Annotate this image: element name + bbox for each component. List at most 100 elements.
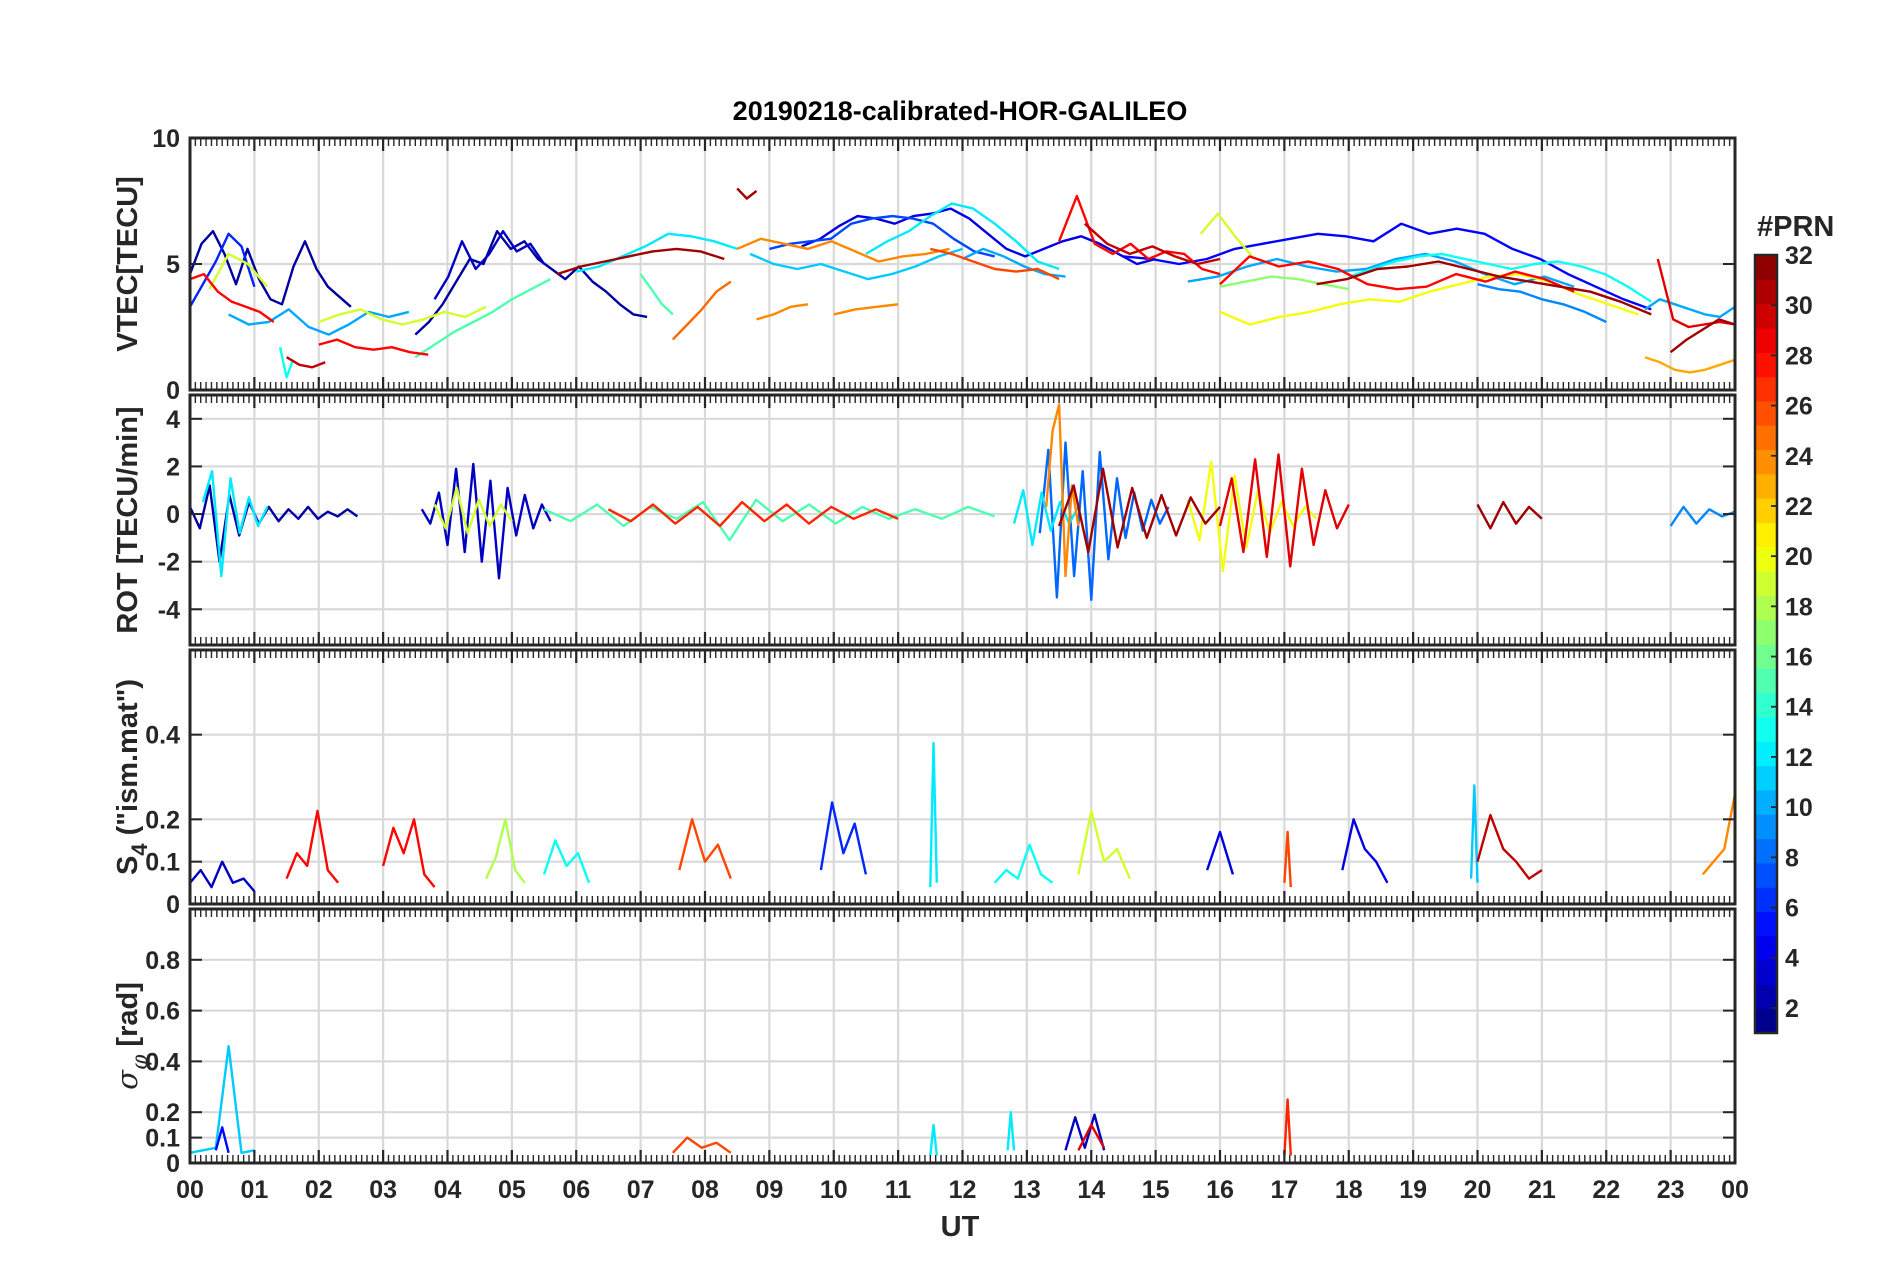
series-line-prn-19 — [433, 486, 513, 535]
colorbar-frame — [1753, 253, 1779, 1035]
series-line-prn-24 — [756, 303, 809, 321]
series-line-prn-6 — [190, 232, 256, 308]
panel-s4: 00.10.20.4S4 ("ism.mat") — [112, 648, 1737, 919]
colorbar-segment — [1755, 862, 1777, 888]
series-line-prn-26 — [678, 818, 732, 880]
colorbar-label: #PRN — [1757, 211, 1834, 243]
colorbar-tick-label: 8 — [1785, 844, 1799, 872]
colorbar-segment — [1755, 279, 1777, 305]
colorbar-segment — [1755, 352, 1777, 378]
colorbar-segment — [1755, 911, 1777, 937]
x-tick-label: 00 — [1721, 1176, 1749, 1204]
x-tick-label: 00 — [176, 1176, 204, 1204]
colorbar-segment — [1755, 692, 1777, 718]
y-tick-label: 0.1 — [145, 1125, 180, 1153]
colorbar-segment — [1755, 571, 1777, 596]
x-tick-label: 08 — [691, 1176, 719, 1204]
series-line-prn-11 — [190, 1044, 255, 1155]
series-line-prn-12 — [929, 741, 938, 888]
series-line-prn-9 — [1669, 505, 1735, 527]
panel-rot-grid — [190, 395, 1735, 645]
series-line-prn-7 — [769, 214, 995, 258]
panel-rot-ticks — [188, 395, 1737, 645]
colorbar-segment — [1755, 960, 1777, 985]
series-line-prn-30 — [1084, 222, 1221, 266]
x-tick-label: 05 — [498, 1176, 526, 1204]
colorbar-segment — [1755, 595, 1777, 621]
y-tick-label: 0.2 — [145, 1099, 180, 1127]
colorbar-segment — [1755, 887, 1777, 913]
series-line-prn-2 — [414, 229, 648, 336]
series-line-prn-17 — [1219, 275, 1350, 291]
colorbar-tick-label: 26 — [1785, 393, 1813, 421]
x-tick-label: 22 — [1592, 1176, 1620, 1204]
colorbar-segment — [1755, 400, 1777, 426]
series-line-prn-15 — [639, 273, 674, 316]
panel-s4-ticks — [188, 650, 1737, 905]
y-tick-label: -4 — [158, 596, 180, 624]
series-line-prn-15 — [414, 278, 552, 359]
y-tick-label: 4 — [166, 406, 180, 434]
colorbar-tick-label: 24 — [1785, 443, 1813, 471]
series-line-prn-12 — [576, 232, 738, 273]
panel-sigphi-series — [190, 1044, 1292, 1156]
series-line-prn-28 — [381, 818, 436, 888]
colorbar-tick-label: 18 — [1785, 593, 1813, 621]
series-line-prn-13 — [1348, 252, 1652, 303]
series-line-prn-25 — [671, 280, 732, 341]
colorbar-tick-label: 28 — [1785, 342, 1813, 370]
x-axis-label: UT — [941, 1211, 980, 1243]
panel-rot-series — [190, 403, 1735, 601]
x-tick-label: 19 — [1399, 1176, 1427, 1204]
series-line-prn-28 — [285, 809, 340, 884]
series-line-prn-13 — [542, 839, 591, 884]
panel-sigphi-ylabel: σφ [rad] — [110, 982, 153, 1090]
colorbar-tick-label: 12 — [1785, 744, 1813, 772]
series-line-prn-18 — [485, 818, 526, 884]
panel-s4-series — [190, 741, 1735, 893]
x-tick-label: 09 — [755, 1176, 783, 1204]
panel-rot: 4 2 0 -2 -4 ROT [TECU/min] — [112, 393, 1737, 647]
x-tick-label: 11 — [885, 1176, 912, 1204]
series-line-prn-3 — [1064, 1113, 1106, 1151]
colorbar-segment — [1755, 303, 1777, 329]
series-line-prn-24 — [736, 237, 950, 263]
series-line-prn-2 — [190, 229, 352, 308]
y-tick-label: 0.2 — [145, 806, 180, 834]
x-tick-label: 17 — [1270, 1176, 1298, 1204]
series-line-prn-26 — [930, 247, 1060, 281]
colorbar-tick-label: 16 — [1785, 644, 1813, 672]
colorbar-segment — [1755, 473, 1777, 499]
series-line-prn-5 — [214, 1126, 230, 1154]
series-line-prn-27 — [607, 500, 899, 528]
colorbar-segment — [1755, 1008, 1777, 1034]
x-tick-label: 18 — [1335, 1176, 1363, 1204]
series-line-prn-3 — [190, 860, 256, 893]
x-tick-label: 10 — [820, 1176, 848, 1204]
colorbar-tick-label: 4 — [1785, 945, 1799, 973]
y-tick-label: -2 — [158, 549, 180, 577]
series-line-prn-28 — [1219, 255, 1575, 293]
colorbar-segment — [1755, 498, 1777, 524]
series-line-prn-29 — [1077, 1123, 1106, 1151]
y-tick-label: 10 — [152, 125, 180, 153]
colorbar-tick-label: 22 — [1785, 493, 1813, 521]
panel-sigphi: 00.10.2 0.4 0.6 0.8 σφ [rad] — [110, 907, 1737, 1178]
panel-s4-grid — [190, 650, 1735, 906]
series-line-prn-30 — [1476, 813, 1543, 880]
y-tick-label: 0 — [166, 891, 180, 919]
chart-title: 20190218-calibrated-HOR-GALILEO — [733, 96, 1188, 126]
series-line-prn-4 — [801, 207, 1156, 266]
series-line-prn-3 — [433, 229, 546, 300]
colorbar-segment — [1755, 449, 1777, 475]
series-line-prn-31 — [1057, 467, 1221, 554]
colorbar-tick-label: 14 — [1785, 694, 1813, 722]
x-tick-label: 20 — [1464, 1176, 1492, 1204]
series-line-prn-6 — [819, 801, 868, 875]
series-line-prn-23 — [1644, 356, 1735, 374]
series-line-prn-19 — [1199, 212, 1254, 258]
y-tick-label: 0 — [166, 1150, 180, 1178]
colorbar-segment — [1755, 668, 1777, 694]
y-tick-label: 0.1 — [145, 849, 180, 877]
